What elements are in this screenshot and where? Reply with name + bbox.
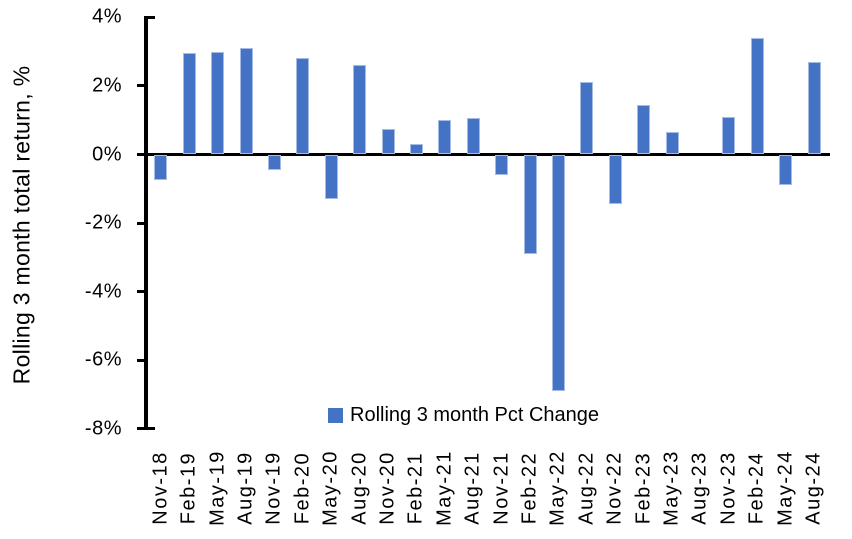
x-tick-label: Aug-21 bbox=[461, 451, 484, 525]
x-tick-label: Nov-18 bbox=[149, 451, 172, 525]
bar-Nov-18 bbox=[154, 154, 168, 181]
bar-Feb-19 bbox=[182, 53, 196, 155]
y-axis-title: Rolling 3 month total return, % bbox=[8, 65, 35, 385]
x-axis-zero-line bbox=[137, 153, 830, 156]
y-tick-label: -8% bbox=[84, 417, 122, 440]
x-tick-label: Aug-19 bbox=[234, 451, 257, 525]
y-tick-mark bbox=[137, 358, 146, 362]
y-tick-mark bbox=[137, 290, 146, 294]
bar-Aug-22 bbox=[580, 82, 594, 155]
y-tick-label: -4% bbox=[84, 280, 122, 303]
bar-May-24 bbox=[779, 154, 793, 186]
x-tick-label: May-20 bbox=[319, 450, 342, 526]
bar-May-23 bbox=[665, 132, 679, 155]
bar-Nov-19 bbox=[267, 154, 281, 170]
bar-Feb-22 bbox=[523, 154, 537, 254]
y-tick-label: 2% bbox=[92, 74, 122, 97]
bar-Nov-23 bbox=[722, 116, 736, 155]
bar-Aug-24 bbox=[807, 61, 821, 155]
bar-Aug-21 bbox=[466, 118, 480, 155]
y-tick-label: 4% bbox=[92, 5, 122, 28]
bar-May-20 bbox=[324, 154, 338, 200]
x-tick-label: Feb-24 bbox=[745, 451, 768, 525]
x-tick-label: Aug-23 bbox=[688, 451, 711, 525]
x-tick-label: Nov-23 bbox=[717, 451, 740, 525]
x-tick-label: May-23 bbox=[660, 450, 683, 526]
legend-label: Rolling 3 month Pct Change bbox=[350, 404, 600, 426]
y-tick-mark bbox=[137, 427, 155, 431]
x-tick-label: Feb-20 bbox=[291, 451, 314, 525]
y-tick-label: 0% bbox=[92, 143, 122, 165]
x-tick-label: Feb-22 bbox=[518, 451, 541, 525]
bar-Feb-24 bbox=[750, 37, 764, 155]
bar-Nov-20 bbox=[381, 128, 395, 155]
bar-Nov-21 bbox=[495, 154, 509, 176]
x-tick-label: Nov-22 bbox=[603, 451, 626, 525]
x-tick-label: May-24 bbox=[774, 450, 797, 526]
bar-May-21 bbox=[438, 120, 452, 155]
x-tick-label: Feb-23 bbox=[632, 451, 655, 525]
bar-Feb-20 bbox=[296, 58, 310, 155]
bar-May-19 bbox=[211, 51, 225, 155]
y-tick-label: -2% bbox=[84, 211, 122, 234]
x-tick-label: Nov-20 bbox=[376, 451, 399, 525]
bar-Feb-21 bbox=[409, 144, 423, 155]
x-tick-label: Aug-22 bbox=[575, 451, 598, 525]
legend-marker-icon bbox=[328, 408, 343, 423]
x-tick-label: Aug-24 bbox=[802, 451, 825, 525]
y-tick-mark bbox=[144, 15, 155, 19]
bar-Aug-19 bbox=[239, 48, 253, 155]
x-tick-label: Aug-20 bbox=[348, 451, 371, 525]
x-tick-label: Nov-21 bbox=[490, 451, 513, 525]
y-tick-label: -6% bbox=[84, 348, 122, 371]
x-tick-label: Nov-19 bbox=[262, 451, 285, 525]
x-tick-label: May-19 bbox=[206, 450, 229, 526]
bar-Nov-22 bbox=[608, 154, 622, 205]
x-tick-label: Feb-21 bbox=[404, 451, 427, 525]
legend: Rolling 3 month Pct Change bbox=[328, 404, 599, 427]
y-tick-mark bbox=[137, 221, 146, 225]
bar-Feb-23 bbox=[637, 104, 651, 155]
x-tick-label: May-22 bbox=[546, 450, 569, 526]
bar-Aug-20 bbox=[353, 65, 367, 155]
x-tick-label: Feb-19 bbox=[177, 451, 200, 525]
bar-May-22 bbox=[551, 154, 565, 392]
y-tick-mark bbox=[137, 84, 146, 88]
x-tick-label: May-21 bbox=[433, 450, 456, 526]
